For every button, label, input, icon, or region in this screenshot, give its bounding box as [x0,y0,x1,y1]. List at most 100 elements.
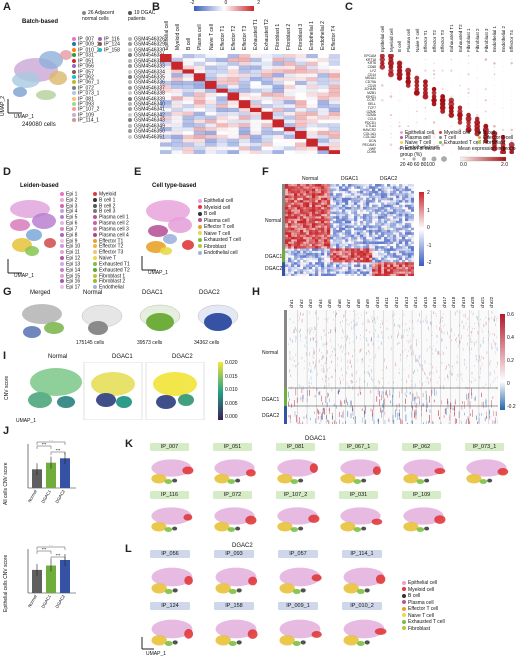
heatmap-cell [227,134,240,139]
significance-bracket [50,451,66,455]
heatmap-cell [306,264,310,267]
heatmap-cell [182,107,195,112]
heatmap-cell [342,257,346,261]
heatmap-cell [348,236,352,240]
heatmap-cell [315,232,319,235]
cnv-mark [398,367,400,370]
heatmap-cell [408,259,412,263]
heatmap-cell [312,190,316,194]
legend-item: IP_057 [72,69,99,75]
heatmap-cell [393,248,397,251]
heatmap-cell [327,223,331,226]
heatmap-cell [348,242,351,245]
heatmap-cell [300,255,304,258]
heatmap-cell [327,239,331,242]
heatmap-cell [390,207,394,210]
heatmap-cell [348,197,352,201]
heatmap-cell [405,200,409,203]
heatmap-cell [324,200,328,203]
cnv-mark [399,409,400,416]
legend-label: IP_114_1 [78,117,100,124]
heatmap-cell [261,57,273,62]
dot-mark [493,61,496,65]
heatmap-cell [288,188,292,192]
panel-g-count-dgac1: 39573 cells [137,340,163,346]
cnv-mark [470,337,472,342]
heatmap-cell [182,142,195,147]
cnv-mark [354,314,356,317]
heatmap-cell [328,127,340,132]
heatmap-cell [402,211,406,215]
heatmap-cell [384,184,387,187]
dot-mark [468,67,469,68]
heatmap-cell [306,227,310,231]
legend-label: Epi 17 [66,284,81,291]
dot-mark [458,124,462,128]
heatmap-cell [396,204,400,208]
heatmap-cell [324,186,328,189]
heatmap-cell [315,250,319,254]
dot-mark [425,77,426,79]
heatmap-cell [238,127,251,132]
heatmap-cell [205,65,217,70]
dot-mark [433,81,435,83]
dot-mark [417,115,418,116]
cnv-mark [480,392,482,398]
heatmap-cell [357,230,361,233]
heatmap-cell [339,246,343,249]
heatmap-cell [339,257,343,261]
heatmap-cell [294,250,298,254]
heatmap-cell [402,258,405,261]
cnv-mark [470,413,471,416]
heatmap-cell [357,213,361,217]
legend-item: Epi 14 [60,267,80,274]
dot-mark [398,121,401,124]
legend-label: Naive T [99,255,117,262]
heatmap-cell [312,220,316,224]
cnv-mark [359,377,361,381]
cnv-mark [393,381,394,384]
heatmap-cell [402,225,406,228]
chromosome-label: chr7 [346,299,352,308]
heatmap-cell [303,264,307,267]
cnv-mark [348,323,350,326]
heatmap-cell [336,250,340,254]
cnv-mark [401,419,403,424]
heatmap-cell [160,92,172,96]
legend-item: IP_009_1 [72,42,99,47]
dot-mark [484,88,487,91]
heatmap-cell [354,230,358,233]
legend-item: B cell 3 [93,209,130,215]
heatmap-cell [336,191,339,194]
legend-item: GSM4546332 [128,58,165,64]
gene-label: KRT18 [365,57,376,62]
heatmap-cell [315,213,319,217]
heatmap-cell [390,248,394,251]
heatmap-cell [312,246,316,249]
heatmap-cell [171,73,183,78]
heatmap-cell [250,73,262,78]
heatmap-cell [285,195,289,198]
heatmap-cell [306,234,310,238]
cnv-mark [485,316,487,319]
heatmap-cell [411,184,414,187]
heatmap-cell [411,234,414,238]
heatmap-cell [339,223,343,226]
cnv-mark [361,357,363,362]
heatmap-cell [171,115,183,120]
heatmap-cell [399,271,403,274]
heatmap-cell [396,257,400,261]
cnv-mark [327,368,328,372]
cnv-mark [495,417,496,424]
cnv-mark [307,329,308,333]
heatmap-cell [357,243,361,247]
cnv-mark [419,380,420,384]
heatmap-cell [369,213,373,217]
cnv-mark [480,318,481,321]
cnv-mark [369,358,371,362]
heatmap-cell [312,248,316,251]
cnv-mark [438,376,440,379]
cnv-mark [421,405,422,412]
heatmap-cell [375,211,379,215]
heatmap-cell [315,225,319,228]
